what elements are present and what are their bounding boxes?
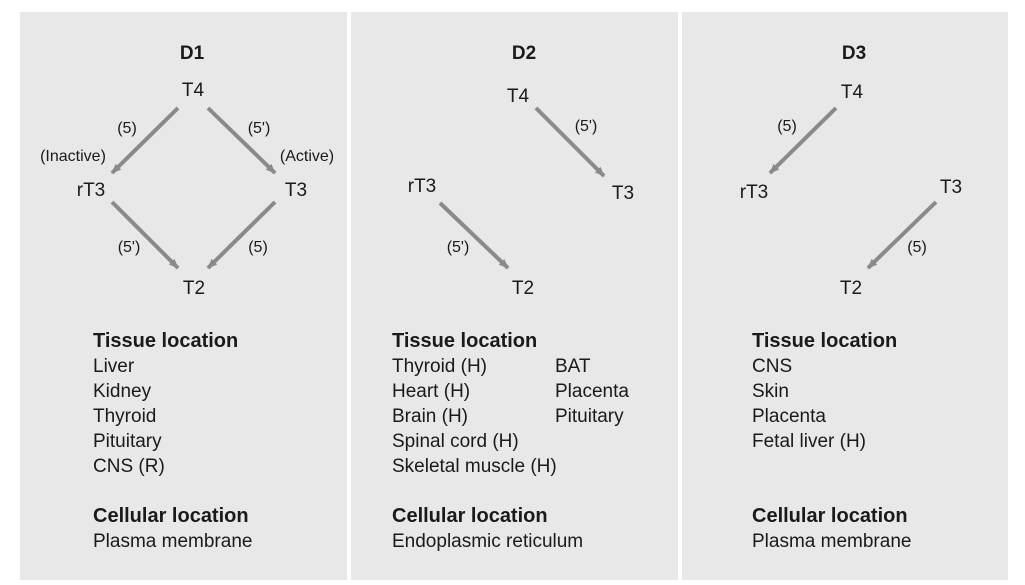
d2-node-rt3: rT3 [407,176,437,197]
d1-label-inactive: (Inactive) [40,148,106,165]
d2-arrow-rt3-t2 [438,201,510,270]
d2-node-t3: T3 [611,183,635,204]
d2-tissue-item: Thyroid (H) [392,356,488,377]
d3-node-t3: T3 [939,177,963,198]
d2-tissue-item: BAT [555,356,591,377]
d1-tissue-item: CNS (R) [93,456,165,477]
d1-arrow-t4-rt3 [110,106,180,175]
panel-d1 [20,12,347,580]
d1-label-top-right: (5') [247,120,271,137]
d1-node-t2: T2 [182,278,206,299]
d3-node-t4: T4 [840,82,864,103]
d2-title: D2 [511,43,537,64]
d1-arrow-t3-t2 [206,200,277,270]
d3-arrow-t3-t2 [866,200,938,270]
d1-tissue-title: Tissue location [93,330,239,352]
d3-node-rt3: rT3 [739,182,769,203]
d1-tissue-item: Thyroid [93,406,157,427]
d1-cellular-value: Plasma membrane [93,531,253,552]
d2-tissue-item: Heart (H) [392,381,471,402]
d2-tissue-item: Brain (H) [392,406,469,427]
d1-title: D1 [179,43,205,64]
d1-arrow-t4-t3 [206,106,277,175]
d3-title: D3 [841,43,867,64]
d3-tissue-item: Fetal liver (H) [752,431,867,452]
d3-cellular-title: Cellular location [752,505,908,527]
d1-arrow-rt3-t2 [110,200,180,270]
d2-label-rt3-t2: (5') [446,239,470,256]
d1-node-t3: T3 [284,180,308,201]
d2-tissue-item: Pituitary [555,406,624,427]
d1-tissue-item: Kidney [93,381,152,402]
d1-cellular-title: Cellular location [93,505,249,527]
d3-arrow-t4-rt3 [768,106,838,175]
d2-tissue-item: Skeletal muscle (H) [392,456,557,477]
d3-label-t4-rt3: (5) [777,118,797,135]
d2-tissue-item: Placenta [555,381,629,402]
d2-node-t2: T2 [511,278,535,299]
d1-label-bottom-right: (5) [248,239,268,256]
d1-tissue-item: Pituitary [93,431,162,452]
d1-label-active: (Active) [279,148,335,165]
d3-tissue-item: Placenta [752,406,826,427]
d1-node-rt3: rT3 [76,180,106,201]
d1-label-bottom-left: (5') [117,239,141,256]
d2-node-t4: T4 [506,86,530,107]
d2-arrow-t4-t3 [534,106,606,178]
d2-cellular-value: Endoplasmic reticulum [392,531,584,552]
panel-d3 [682,12,1008,580]
d3-node-t2: T2 [839,278,863,299]
d1-label-top-left: (5) [117,120,137,137]
d3-tissue-title: Tissue location [752,330,898,352]
d3-tissue-item: Skin [752,381,789,402]
d3-cellular-value: Plasma membrane [752,531,912,552]
d2-cellular-title: Cellular location [392,505,548,527]
d3-tissue-item: CNS [752,356,793,377]
d2-tissue-item: Spinal cord (H) [392,431,519,452]
d2-tissue-title: Tissue location [392,330,538,352]
panel-d2 [351,12,678,580]
d1-tissue-item: Liver [93,356,135,377]
d3-label-t3-t2: (5) [907,239,927,256]
d1-node-t4: T4 [181,80,205,101]
d2-label-t4-t3: (5') [574,118,598,135]
